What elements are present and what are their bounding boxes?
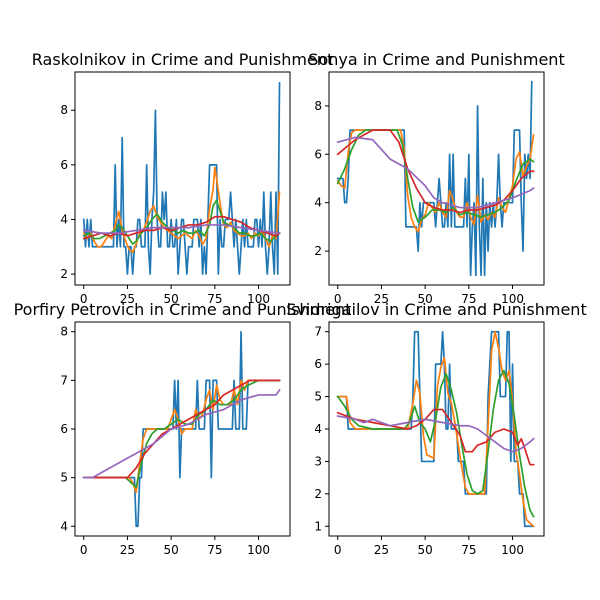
y-tick-label: 1: [314, 519, 322, 533]
panel-sonya: Sonya in Crime and Punishment 0 25 50 75 100…: [308, 50, 564, 306]
y-tick-label: 6: [60, 422, 68, 436]
x-tick-label: 50: [417, 292, 432, 306]
y-tick-label: 7: [60, 373, 68, 387]
series-line-4: [336, 129, 535, 214]
x-tick-label: 50: [163, 292, 178, 306]
x-tick-label: 75: [461, 543, 476, 557]
y-tick-label: 4: [314, 196, 322, 210]
y-tick-label: 3: [314, 454, 322, 468]
y-tick-label: 4: [60, 519, 68, 533]
plot-frame: [74, 71, 291, 286]
series-line-5: [82, 388, 281, 479]
y-tick-label: 2: [314, 487, 322, 501]
y-tick-label: 8: [60, 103, 68, 117]
x-tick-label: 0: [80, 543, 88, 557]
y-tick-label: 7: [314, 325, 322, 339]
x-tick-label: 50: [417, 543, 432, 557]
series-line-1: [336, 80, 533, 277]
panel-title: Raskolnikov in Crime and Punishment: [32, 50, 333, 69]
y-tick-label: 6: [60, 158, 68, 172]
x-tick-label: 0: [334, 292, 342, 306]
x-tick-label: 75: [461, 292, 476, 306]
x-tick-label: 100: [501, 543, 524, 557]
series-line-5: [336, 415, 535, 453]
x-tick-label: 50: [163, 543, 178, 557]
series-line-1: [82, 82, 281, 275]
x-tick-label: 100: [247, 543, 270, 557]
series-line-3: [82, 199, 281, 245]
series-line-5: [336, 136, 535, 209]
x-tick-label: 0: [334, 543, 342, 557]
x-tick-label: 25: [374, 543, 389, 557]
panel-title: Sonya in Crime and Punishment: [308, 50, 564, 69]
series-group: [82, 82, 281, 275]
series-group: [336, 330, 535, 528]
series-line-5: [82, 224, 281, 235]
y-tick-label: 8: [314, 99, 322, 113]
x-tick-label: 25: [120, 292, 135, 306]
y-tick-label: 8: [60, 325, 68, 339]
series-group: [82, 330, 281, 528]
x-tick-label: 100: [247, 292, 270, 306]
x-tick-label: 25: [120, 543, 135, 557]
panel-title: Svidrigailov in Crime and Punishment: [286, 300, 586, 319]
y-tick-label: 6: [314, 147, 322, 161]
series-line-1: [336, 330, 535, 528]
series-line-2: [336, 330, 535, 528]
y-tick-label: 2: [314, 244, 322, 258]
panel-svidrigailov: Svidrigailov in Crime and Punishment 0 25…: [286, 300, 586, 557]
plot-frame: [328, 71, 545, 286]
series-line-4: [82, 379, 281, 479]
x-tick-label: 0: [80, 292, 88, 306]
x-tick-label: 100: [501, 292, 524, 306]
y-tick-label: 4: [314, 422, 322, 436]
y-tick-label: 5: [60, 471, 68, 485]
panel-title: Porfiry Petrovich in Crime and Punishmen…: [14, 300, 352, 319]
x-tick-label: 25: [374, 292, 389, 306]
y-tick-label: 5: [314, 390, 322, 404]
y-tick-label: 6: [314, 357, 322, 371]
series-line-3: [82, 379, 281, 489]
panel-porfiry-petrovich: Porfiry Petrovich in Crime and Punishmen…: [14, 300, 352, 557]
x-tick-label: 75: [207, 543, 222, 557]
y-tick-label: 2: [60, 267, 68, 281]
series-line-1: [82, 330, 281, 528]
panel-raskolnikov: Raskolnikov in Crime and Punishment 0 25 5…: [32, 50, 333, 306]
y-tick-label: 4: [60, 212, 68, 226]
series-group: [336, 80, 535, 277]
x-tick-label: 75: [207, 292, 222, 306]
